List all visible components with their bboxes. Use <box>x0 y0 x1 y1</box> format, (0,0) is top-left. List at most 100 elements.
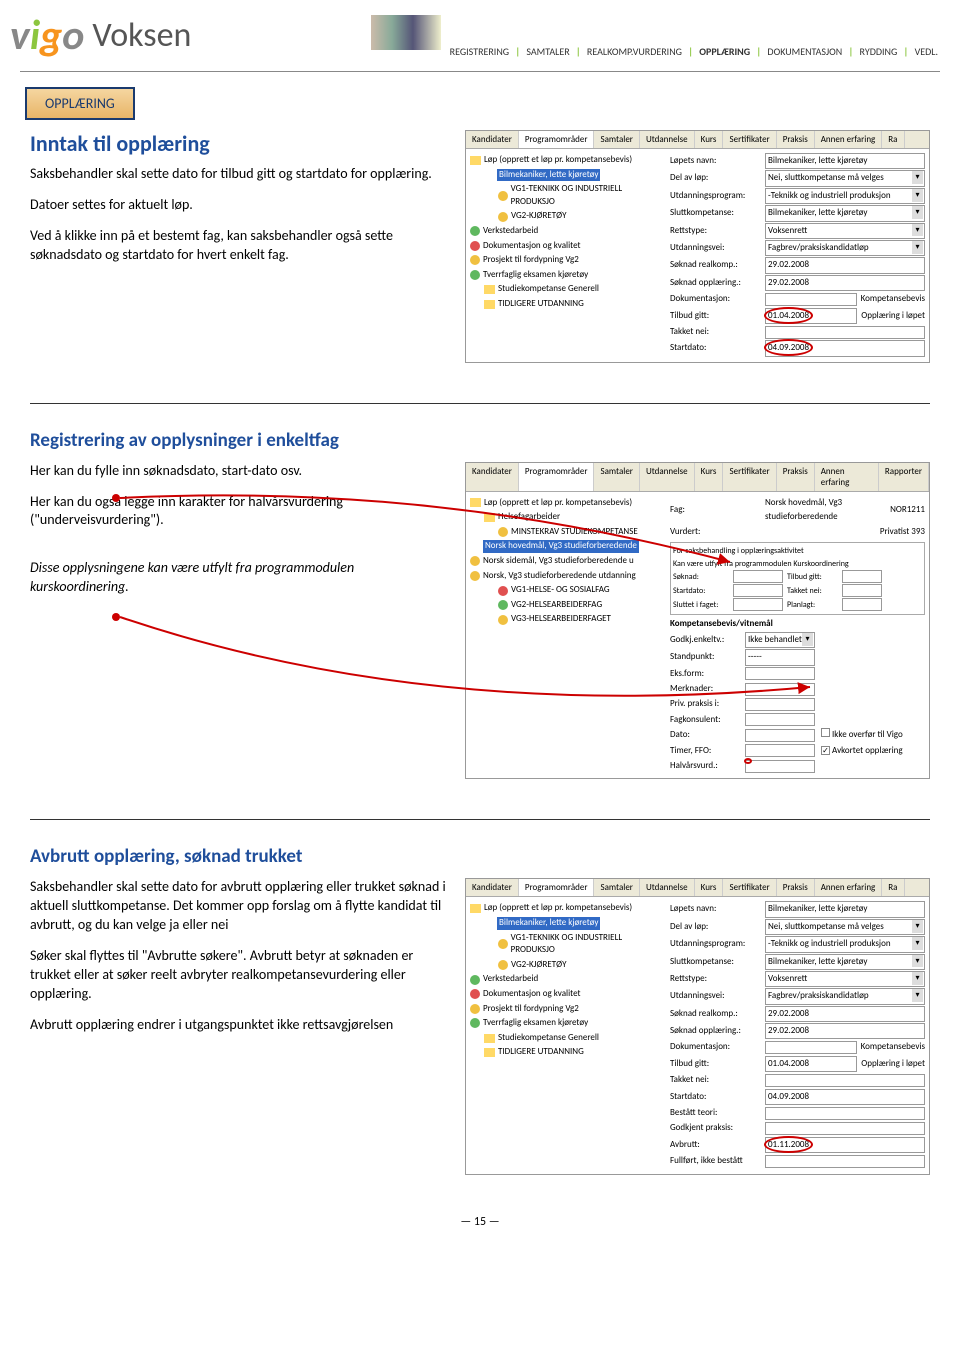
tree-item[interactable]: VG2-KJØRETØY <box>470 209 662 224</box>
tree-item[interactable]: TIDLIGERE UTDANNING <box>470 297 662 312</box>
checkbox-item[interactable]: ✓ Avkortet opplæring <box>821 744 903 758</box>
form-value[interactable] <box>745 713 815 726</box>
form-value[interactable] <box>745 683 815 696</box>
tab[interactable]: Kandidater <box>466 131 519 148</box>
form-value[interactable]: Nei, sluttkompetanse må velges <box>765 170 925 186</box>
form-value[interactable]: ----- <box>745 649 815 665</box>
form-value[interactable] <box>745 760 815 773</box>
form-value[interactable]: Voksenrett <box>765 223 925 239</box>
form-value[interactable]: Voksenrett <box>765 971 925 987</box>
tab[interactable]: Samtaler <box>594 131 639 148</box>
tab[interactable]: Sertifikater <box>723 131 776 148</box>
tab[interactable]: Ra <box>882 131 904 148</box>
tab[interactable]: Praksis <box>777 131 815 148</box>
form-value[interactable]: 29.02.2008 <box>765 257 925 273</box>
form-value[interactable] <box>765 293 857 306</box>
checkbox-item[interactable]: Ikke overfør til Vigo <box>821 728 903 742</box>
tree-item[interactable]: Tverrfaglig eksamen kjøretøy <box>470 268 662 283</box>
tab[interactable]: Kandidater <box>466 879 519 896</box>
form-value[interactable] <box>765 1074 925 1087</box>
form-value[interactable]: Bilmekaniker, lette kjøretøy <box>765 901 925 917</box>
tab[interactable]: Samtaler <box>594 879 639 896</box>
form-value[interactable]: Fagbrev/praksiskandidatløp <box>765 240 925 256</box>
tree-item[interactable]: Dokumentasjon og kvalitet <box>470 987 662 1002</box>
tree-item[interactable]: Prosjekt til fordypning Vg2 <box>470 1002 662 1017</box>
tab[interactable]: Programområder <box>519 879 595 896</box>
tab[interactable]: Utdannelse <box>640 131 695 148</box>
tree-item[interactable]: VG3-HELSEARBEIDERFAGET <box>470 612 662 627</box>
tree-item[interactable]: VG2-KJØRETØY <box>470 958 662 973</box>
tab[interactable]: Utdannelse <box>640 463 695 491</box>
form-value[interactable]: 29.02.2008 <box>765 275 925 291</box>
tab[interactable]: Rapporter <box>879 463 929 491</box>
form-value[interactable] <box>745 729 815 742</box>
tree-item[interactable]: Verkstedarbeid <box>470 224 662 239</box>
tree-item[interactable]: TIDLIGERE UTDANNING <box>470 1045 662 1060</box>
tab[interactable]: Sertifikater <box>723 879 776 896</box>
tab[interactable]: Utdannelse <box>640 879 695 896</box>
tab[interactable]: Praksis <box>777 463 815 491</box>
form-value[interactable]: Fagbrev/praksiskandidatløp <box>765 988 925 1004</box>
tree-item[interactable]: VG1-HELSE- OG SOSIALFAG <box>470 583 662 598</box>
tree-item[interactable]: MINSTEKRAV STUDIEKOMPETANSE <box>470 525 662 540</box>
tab[interactable]: Annen erfaring <box>815 131 883 148</box>
form-value[interactable] <box>842 584 882 597</box>
form-value[interactable] <box>745 698 815 711</box>
form-value[interactable] <box>842 598 882 611</box>
form-value[interactable] <box>745 667 815 680</box>
tree-item[interactable]: VG1-TEKNIKK OG INDUSTRIELL PRODUKSJO <box>470 182 662 209</box>
tree-item[interactable]: Prosjekt til fordypning Vg2 <box>470 253 662 268</box>
tree-item[interactable]: Bilmekaniker, lette kjøretøy <box>470 916 662 931</box>
form-label: Takket nei: <box>670 325 765 339</box>
form-value[interactable] <box>733 584 783 597</box>
form-value[interactable] <box>733 598 783 611</box>
form-value[interactable]: 01.11.2008 <box>765 1137 925 1153</box>
form-value[interactable]: Bilmekaniker, lette kjøretøy <box>765 205 925 221</box>
tree-node-icon <box>498 615 508 625</box>
tree-item[interactable]: Helsefagarbeider <box>470 510 662 525</box>
form-value[interactable]: 04.09.2008 <box>765 1089 925 1105</box>
tab[interactable]: Sertifikater <box>723 463 776 491</box>
form-value[interactable] <box>745 744 815 757</box>
tab[interactable]: Kurs <box>695 879 724 896</box>
tree-item[interactable]: Studiekompetanse Generell <box>470 282 662 297</box>
tree-item[interactable]: Norsk, Vg3 studieforberedende utdanning <box>470 569 662 584</box>
form-value[interactable]: 29.02.2008 <box>765 1023 925 1039</box>
form-value[interactable]: -Teknikk og industriell produksjon <box>765 188 925 204</box>
tab[interactable]: Praksis <box>777 879 815 896</box>
form-value[interactable] <box>765 1107 925 1120</box>
tree-item[interactable]: Dokumentasjon og kvalitet <box>470 239 662 254</box>
tab[interactable]: Annen erfaring <box>815 879 883 896</box>
tree-item[interactable]: VG2-HELSEARBEIDERFAG <box>470 598 662 613</box>
form-value[interactable]: 04.09.2008 <box>765 340 925 356</box>
form-value[interactable]: 01.04.2008 <box>765 308 857 324</box>
tab[interactable]: Programområder <box>519 463 595 491</box>
form-value[interactable] <box>765 1041 857 1054</box>
tab[interactable]: Annen erfaring <box>815 463 879 491</box>
form-value[interactable]: 29.02.2008 <box>765 1006 925 1022</box>
tree-item[interactable]: Tverrfaglig eksamen kjøretøy <box>470 1016 662 1031</box>
form-value[interactable] <box>733 570 783 583</box>
tree-item[interactable]: Norsk hovedmål, Vg3 studieforberedende <box>470 539 662 554</box>
tab[interactable]: Kandidater <box>466 463 519 491</box>
form-value[interactable]: Ikke behandlet <box>745 632 815 648</box>
form-value[interactable] <box>765 1155 925 1168</box>
tree-item[interactable]: VG1-TEKNIKK OG INDUSTRIELL PRODUKSJO <box>470 931 662 958</box>
form-value[interactable]: -Teknikk og industriell produksjon <box>765 936 925 952</box>
tree-item[interactable]: Studiekompetanse Generell <box>470 1031 662 1046</box>
form-value[interactable]: Bilmekaniker, lette kjøretøy <box>765 153 925 169</box>
tree-item[interactable]: Bilmekaniker, lette kjøretøy <box>470 168 662 183</box>
tab[interactable]: Programområder <box>519 131 595 148</box>
form-value[interactable] <box>842 570 882 583</box>
tree-item[interactable]: Verkstedarbeid <box>470 972 662 987</box>
form-value[interactable]: Bilmekaniker, lette kjøretøy <box>765 954 925 970</box>
form-value[interactable] <box>765 1122 925 1135</box>
tab[interactable]: Ra <box>882 879 904 896</box>
tab[interactable]: Samtaler <box>594 463 639 491</box>
form-value[interactable]: 01.04.2008 <box>765 1056 857 1072</box>
tab[interactable]: Kurs <box>695 131 724 148</box>
form-value[interactable] <box>765 326 925 339</box>
tree-item[interactable]: Norsk sidemål, Vg3 studieforberedende u <box>470 554 662 569</box>
form-value[interactable]: Nei, sluttkompetanse må velges <box>765 919 925 935</box>
tab[interactable]: Kurs <box>695 463 724 491</box>
